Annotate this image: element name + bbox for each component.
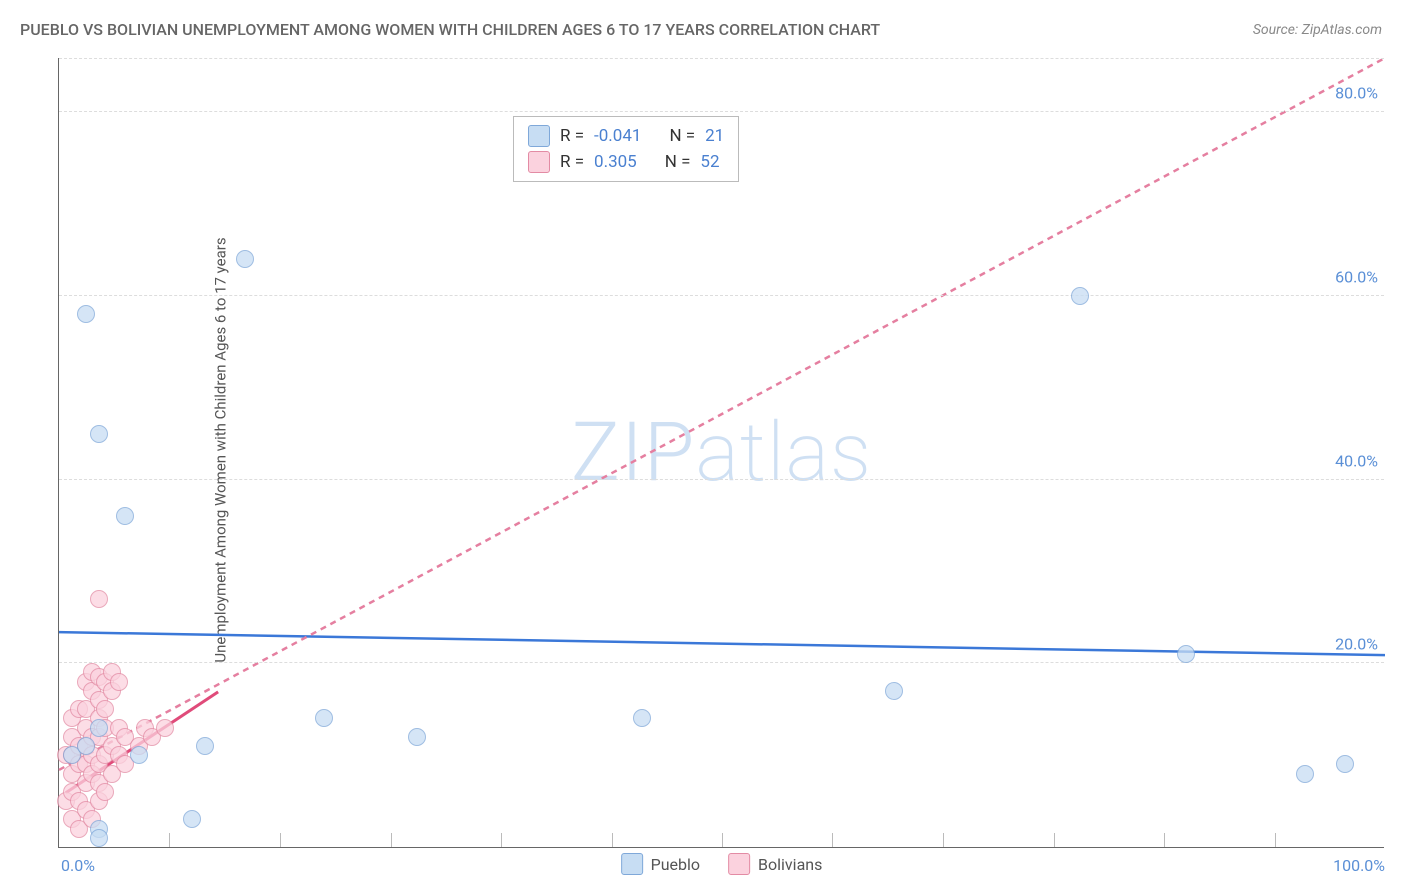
data-point-pueblo [90,425,108,443]
stats-n-label: N = [669,126,695,146]
legend-item: Pueblo [621,853,700,875]
stats-row: R = -0.041 N = 21 [528,123,724,149]
x-tick-label: 100.0% [1333,856,1385,875]
x-minor-tick [391,833,392,847]
data-point-pueblo [183,810,201,828]
x-minor-tick [169,833,170,847]
stats-r-value: 0.305 [594,152,637,172]
gridline-horizontal [59,58,1384,59]
data-point-bolivians [156,719,174,737]
stats-r-value: -0.041 [594,126,641,146]
stats-row: R = 0.305 N = 52 [528,149,724,175]
plot-area: ZIPatlas R =-0.041N =21R = 0.305N =52 Pu… [58,58,1384,848]
data-point-pueblo [1071,287,1089,305]
watermark-atlas: atlas [695,405,872,501]
data-point-pueblo [196,737,214,755]
x-minor-tick [1275,833,1276,847]
watermark-text: ZIPatlas [571,405,872,501]
data-point-bolivians [96,783,114,801]
data-point-pueblo [236,250,254,268]
y-tick-label: 60.0% [1335,267,1378,286]
data-point-pueblo [1296,765,1314,783]
gridline-horizontal [59,111,1384,112]
data-point-bolivians [90,590,108,608]
legend-swatch [728,853,750,875]
legend-swatch [528,151,550,173]
gridline-horizontal [59,479,1384,480]
data-point-pueblo [1336,755,1354,773]
stats-n-value: 52 [700,152,719,172]
x-minor-tick [280,833,281,847]
x-minor-tick [722,833,723,847]
data-point-pueblo [77,737,95,755]
data-point-pueblo [116,507,134,525]
data-point-pueblo [633,709,651,727]
page-title: PUEBLO VS BOLIVIAN UNEMPLOYMENT AMONG WO… [20,20,880,39]
data-point-pueblo [408,728,426,746]
data-point-pueblo [1177,645,1195,663]
legend-swatch [528,125,550,147]
y-tick-label: 80.0% [1335,84,1378,103]
data-point-bolivians [96,700,114,718]
data-point-pueblo [77,305,95,323]
x-minor-tick [832,833,833,847]
source-label: Source: ZipAtlas.com [1253,22,1382,38]
x-minor-tick [612,833,613,847]
stats-n-label: N = [665,152,691,172]
legend-label: Bolivians [758,855,822,874]
stats-n-value: 21 [705,126,724,146]
y-tick-label: 40.0% [1335,451,1378,470]
legend-label: Pueblo [651,855,700,874]
data-point-pueblo [90,829,108,847]
watermark-zip: ZIP [571,405,695,501]
stats-box: R =-0.041N =21R = 0.305N =52 [513,116,739,182]
data-point-pueblo [90,719,108,737]
x-minor-tick [501,833,502,847]
gridline-horizontal [59,295,1384,296]
data-point-pueblo [315,709,333,727]
data-point-pueblo [130,746,148,764]
data-point-bolivians [110,673,128,691]
x-minor-tick [943,833,944,847]
legend-bottom: Pueblo Bolivians [621,853,823,875]
y-tick-label: 20.0% [1335,635,1378,654]
x-tick-label: 0.0% [61,856,95,875]
legend-item: Bolivians [728,853,822,875]
stats-r-label: R = [560,152,584,172]
x-minor-tick [1164,833,1165,847]
data-point-pueblo [885,682,903,700]
stats-r-label: R = [560,126,584,146]
legend-swatch [621,853,643,875]
x-minor-tick [1054,833,1055,847]
